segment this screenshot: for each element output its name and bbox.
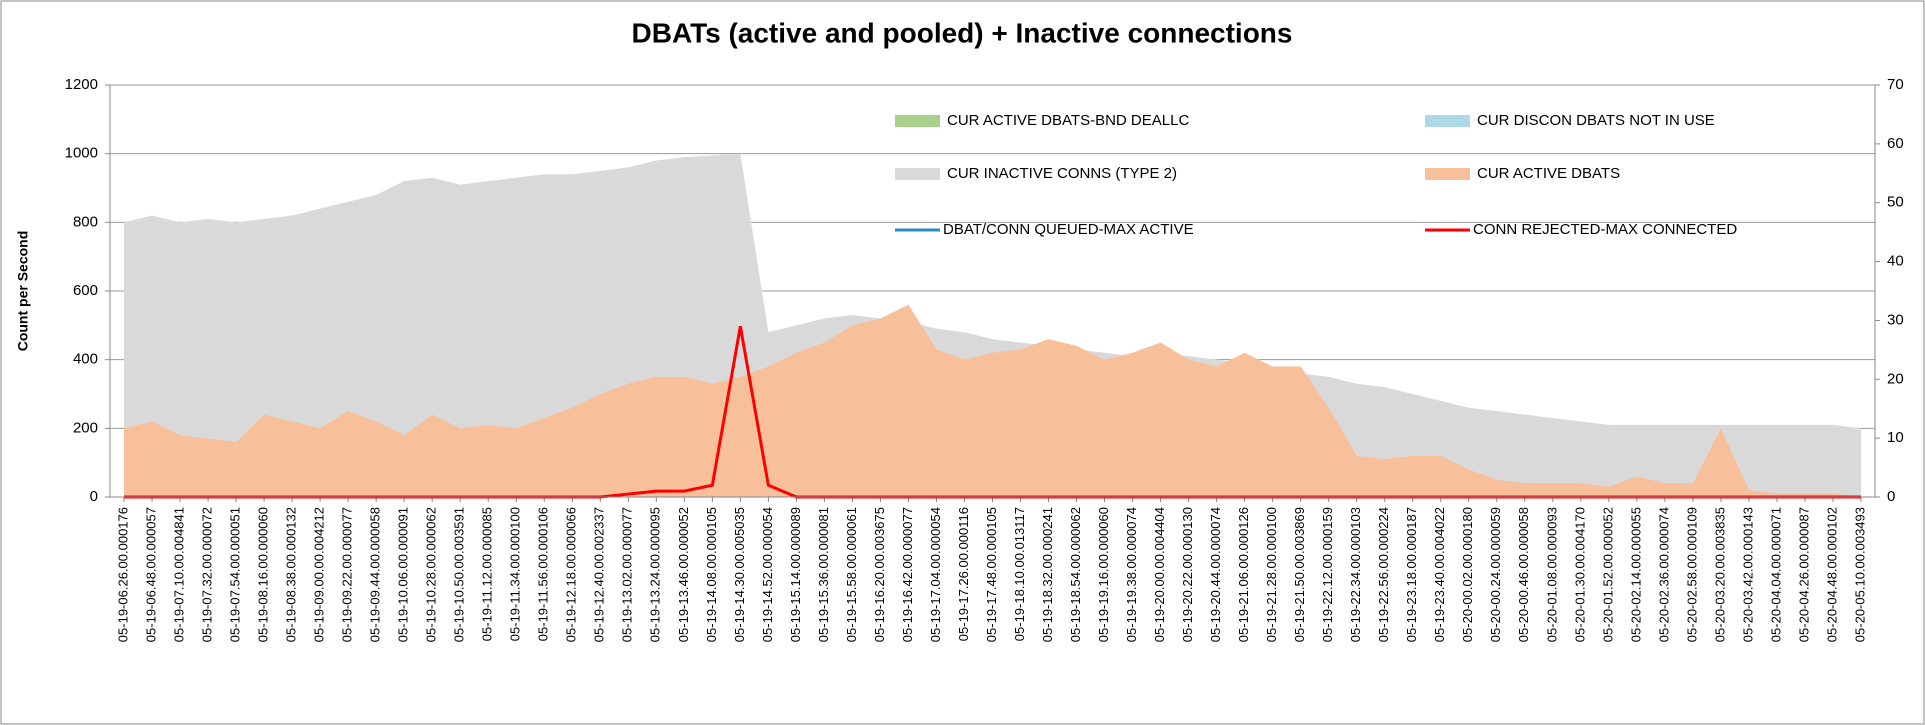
- x-tick-label: 05-19-07.32.00.000072: [199, 507, 214, 642]
- x-tick-label: 05-19-18.10.00.013117: [1012, 507, 1027, 641]
- x-tick-label: 05-19-16.42.00.000077: [900, 507, 915, 642]
- x-tick-label: 05-19-22.12.00.000159: [1320, 507, 1335, 642]
- legend-swatch: [895, 115, 940, 127]
- y-tick-label: 400: [73, 351, 98, 368]
- x-tick-label: 05-19-23.40.00.004022: [1432, 507, 1447, 642]
- legend-label: CUR DISCON DBATS NOT IN USE: [1477, 112, 1715, 129]
- x-tick-label: 05-19-19.16.00.000060: [1096, 507, 1111, 642]
- x-tick-label: 05-20-00.46.00.000058: [1516, 507, 1531, 642]
- area: [124, 304, 1861, 497]
- x-tick-label: 05-19-06.48.00.000057: [143, 507, 158, 642]
- x-tick-label: 05-19-11.12.00.000085: [480, 507, 495, 641]
- y2-tick-label: 40: [1887, 253, 1904, 270]
- legend-label: CONN REJECTED-MAX CONNECTED: [1473, 221, 1737, 238]
- x-tick-label: 05-19-10.06.00.000091: [396, 507, 411, 642]
- x-tick-label: 05-19-10.50.00.003591: [452, 507, 467, 642]
- legend-label: DBAT/CONN QUEUED-MAX ACTIVE: [943, 221, 1194, 238]
- x-tick-label: 05-19-22.56.00.000224: [1376, 507, 1391, 642]
- x-tick-label: 05-19-15.36.00.000081: [816, 507, 831, 642]
- y2-tick-label: 30: [1887, 311, 1904, 328]
- x-tick-label: 05-19-11.56.00.000106: [536, 507, 551, 641]
- x-tick-label: 05-20-02.14.00.000055: [1628, 507, 1643, 642]
- x-tick-label: 05-19-16.20.00.003675: [872, 507, 887, 642]
- x-tick-label: 05-19-20.44.00.000074: [1208, 507, 1223, 642]
- x-tick-label: 05-19-23.18.00.000187: [1404, 507, 1419, 642]
- x-tick-label: 05-20-05.10.00.003493: [1852, 507, 1867, 642]
- x-tick-label: 05-20-00.24.00.000059: [1488, 507, 1503, 642]
- y2-tick-label: 50: [1887, 194, 1904, 211]
- x-tick-label: 05-19-06.26.00.000176: [115, 507, 130, 642]
- x-tick-label: 05-19-09.22.00.000077: [340, 507, 355, 642]
- y-tick-label: 800: [73, 213, 98, 230]
- x-tick-label: 05-19-11.34.00.000100: [508, 507, 523, 641]
- x-tick-label: 05-19-08.16.00.000060: [256, 507, 271, 642]
- legend-label: CUR INACTIVE CONNS (TYPE 2): [947, 165, 1177, 182]
- legend-swatch: [1425, 115, 1470, 127]
- x-tick-label: 05-19-17.26.00.000116: [956, 507, 971, 641]
- x-tick-label: 05-19-15.14.00.000089: [788, 507, 803, 642]
- x-tick-label: 05-19-19.38.00.000074: [1124, 507, 1139, 642]
- y2-tick-label: 20: [1887, 370, 1904, 387]
- x-tick-label: 05-19-09.44.00.000058: [368, 507, 383, 642]
- y-tick-label: 0: [90, 488, 98, 505]
- y2-tick-label: 60: [1887, 135, 1904, 152]
- legend-swatch: [1425, 168, 1470, 180]
- y-tick-label: 600: [73, 282, 98, 299]
- x-tick-label: 05-19-12.40.00.002337: [592, 507, 607, 642]
- x-tick-label: 05-19-21.50.00.003869: [1292, 507, 1307, 642]
- x-tick-label: 05-20-04.48.00.000102: [1824, 507, 1839, 642]
- x-tick-label: 05-19-13.02.00.000077: [620, 507, 635, 642]
- y-tick-label: 200: [73, 419, 98, 436]
- x-tick-label: 05-19-07.54.00.000051: [228, 507, 243, 642]
- y-axis-label: Count per Second: [15, 231, 31, 352]
- x-tick-label: 05-19-10.28.00.000062: [424, 507, 439, 642]
- x-tick-label: 05-19-14.52.00.000054: [760, 507, 775, 642]
- x-tick-label: 05-20-03.20.00.003835: [1712, 507, 1727, 642]
- x-tick-label: 05-20-03.42.00.000143: [1740, 507, 1755, 642]
- x-tick-label: 05-19-14.08.00.000105: [704, 507, 719, 642]
- x-tick-label: 05-20-04.04.00.000071: [1768, 507, 1783, 642]
- y-tick-label: 1000: [65, 145, 98, 162]
- y2-tick-label: 10: [1887, 429, 1904, 446]
- y2-tick-label: 0: [1887, 488, 1895, 505]
- x-tick-label: 05-19-18.54.00.000062: [1068, 507, 1083, 642]
- x-tick-label: 05-20-01.30.00.004170: [1572, 507, 1587, 642]
- x-tick-label: 05-19-07.10.00.004841: [171, 507, 186, 642]
- x-tick-label: 05-20-02.36.00.000074: [1656, 507, 1671, 642]
- x-tick-label: 05-19-14.30.00.005035: [732, 507, 747, 642]
- x-tick-label: 05-19-22.34.00.000103: [1348, 507, 1363, 642]
- x-tick-label: 05-20-04.26.00.000087: [1796, 507, 1811, 642]
- x-tick-label: 05-20-02.58.00.000109: [1684, 507, 1699, 642]
- y-tick-label: 1200: [65, 76, 98, 93]
- x-tick-label: 05-19-17.48.00.000105: [984, 507, 999, 642]
- x-tick-label: 05-19-09.00.00.004212: [312, 507, 327, 642]
- x-tick-label: 05-20-00.02.00.000180: [1460, 507, 1475, 642]
- x-tick-label: 05-19-12.18.00.000066: [564, 507, 579, 642]
- x-tick-label: 05-19-20.22.00.000130: [1180, 507, 1195, 642]
- legend-label: CUR ACTIVE DBATS: [1477, 165, 1620, 182]
- x-tick-label: 05-19-13.24.00.000095: [648, 507, 663, 642]
- x-tick-label: 05-19-13.46.00.000052: [676, 507, 691, 642]
- legend-label: CUR ACTIVE DBATS-BND DEALLC: [947, 112, 1189, 129]
- area: [124, 153, 1861, 497]
- x-tick-label: 05-19-21.06.00.000126: [1236, 507, 1251, 642]
- x-tick-label: 05-19-20.00.00.004404: [1152, 507, 1167, 642]
- x-tick-label: 05-20-01.52.00.000052: [1600, 507, 1615, 642]
- x-tick-label: 05-19-18.32.00.000241: [1040, 507, 1055, 642]
- x-tick-label: 05-19-17.04.00.000054: [928, 507, 943, 642]
- legend-swatch: [895, 168, 940, 180]
- chart-title: DBATs (active and pooled) + Inactive con…: [632, 17, 1293, 48]
- x-tick-label: 05-19-21.28.00.000100: [1264, 507, 1279, 642]
- x-tick-label: 05-19-08.38.00.000132: [284, 507, 299, 642]
- x-tick-label: 05-19-15.58.00.000061: [844, 507, 859, 642]
- y2-tick-label: 70: [1887, 76, 1904, 93]
- x-tick-label: 05-20-01.08.00.000093: [1544, 507, 1559, 642]
